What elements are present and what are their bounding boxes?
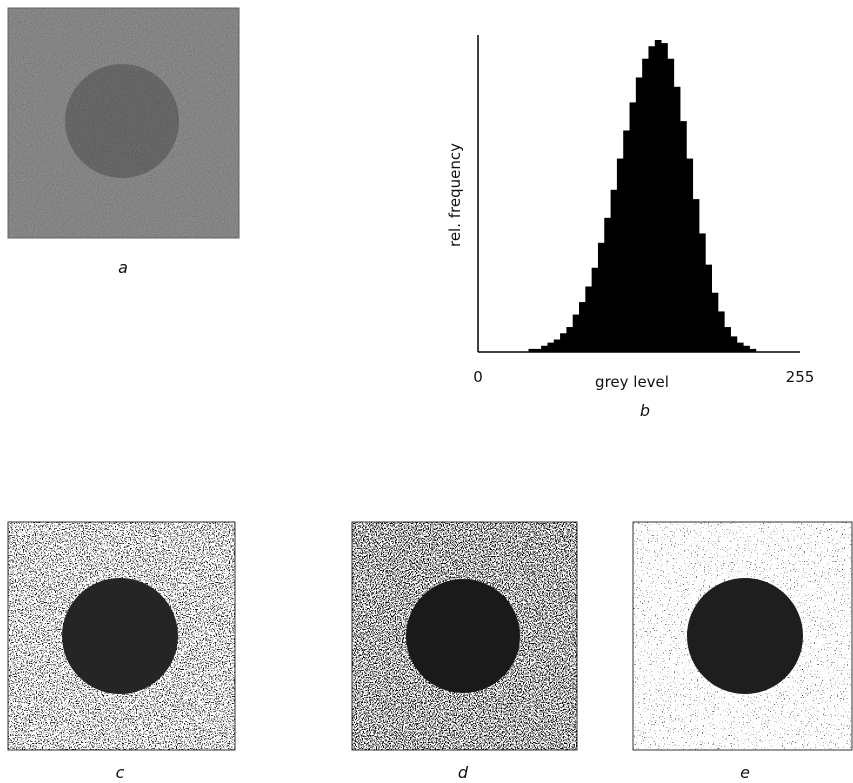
- bar: [566, 327, 573, 352]
- panel-label: d: [458, 763, 469, 782]
- bar: [598, 243, 605, 352]
- image-d: [352, 522, 577, 750]
- image-c: [8, 522, 235, 750]
- histogram: [529, 40, 757, 352]
- bar: [636, 77, 643, 352]
- panel-label: b: [640, 401, 650, 420]
- bar: [655, 40, 662, 352]
- image-e: [633, 522, 852, 750]
- y-axis-label: rel. frequency: [446, 143, 464, 247]
- bar: [585, 286, 592, 352]
- bar: [541, 346, 548, 352]
- bar: [617, 159, 624, 352]
- bar: [592, 268, 599, 352]
- bar: [699, 233, 706, 352]
- bar: [661, 43, 668, 352]
- bar: [712, 293, 719, 352]
- panel-label: a: [118, 258, 128, 277]
- bar: [693, 199, 700, 352]
- bar: [623, 130, 630, 352]
- bar: [674, 87, 681, 352]
- bar: [718, 311, 725, 352]
- bar: [705, 265, 712, 352]
- bar: [630, 102, 637, 352]
- bar: [680, 121, 687, 352]
- bar: [554, 340, 561, 352]
- bar: [611, 190, 618, 352]
- bar: [648, 46, 655, 352]
- panel-label: e: [740, 763, 750, 782]
- image-a: [8, 8, 239, 238]
- bar: [547, 343, 554, 352]
- bar: [724, 327, 731, 352]
- bar: [737, 343, 744, 352]
- bar: [731, 336, 738, 352]
- panel-label: c: [116, 763, 125, 782]
- bar: [667, 59, 674, 352]
- bar: [560, 333, 567, 352]
- x-tick-label: 0: [473, 368, 483, 386]
- bar: [573, 315, 580, 352]
- bar: [579, 302, 586, 352]
- figure: a c d e rel. frequency grey level b 0 255: [0, 0, 853, 783]
- bar: [743, 346, 750, 352]
- bar: [604, 218, 611, 352]
- x-tick-label: 255: [786, 368, 815, 386]
- bar: [686, 159, 693, 352]
- bar: [642, 59, 649, 352]
- x-axis-label: grey level: [595, 373, 669, 391]
